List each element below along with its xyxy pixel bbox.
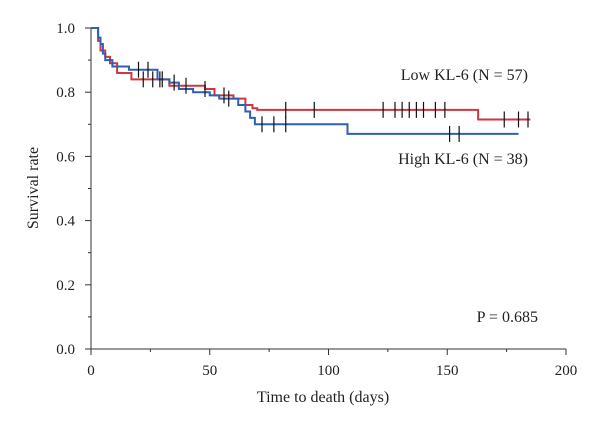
legend-label-high-kl6: High KL-6 (N = 38) <box>398 151 528 168</box>
censor-layer <box>137 61 529 142</box>
series-layer <box>91 27 531 135</box>
p-value-annotation: P = 0.685 <box>477 309 538 326</box>
labels-layer: Time to death (days) Survival rate Low K… <box>25 67 538 406</box>
x-tick-label: 0 <box>87 363 95 379</box>
x-axis-title: Time to death (days) <box>257 389 389 406</box>
x-tick-label: 100 <box>317 363 340 379</box>
y-axis-title: Survival rate <box>25 147 42 229</box>
legend-label-low-kl6: Low KL-6 (N = 57) <box>401 67 528 84</box>
y-tick-label: 0.8 <box>56 85 75 101</box>
y-tick-label: 0.0 <box>56 342 75 358</box>
axes: 0 50 100 150 200 0.0 0.2 0.4 0.6 0.8 1.0 <box>56 21 577 379</box>
km-curve-low-kl6 <box>91 27 531 121</box>
x-tick-label: 200 <box>555 363 578 379</box>
x-tick-label: 150 <box>436 363 459 379</box>
y-tick-label: 0.4 <box>56 214 75 230</box>
y-tick-label: 0.6 <box>56 149 75 165</box>
km-curve-high-kl6 <box>91 27 519 135</box>
x-tick-label: 50 <box>202 363 217 379</box>
y-tick-label: 1.0 <box>56 21 75 37</box>
y-tick-label: 0.2 <box>56 278 75 294</box>
